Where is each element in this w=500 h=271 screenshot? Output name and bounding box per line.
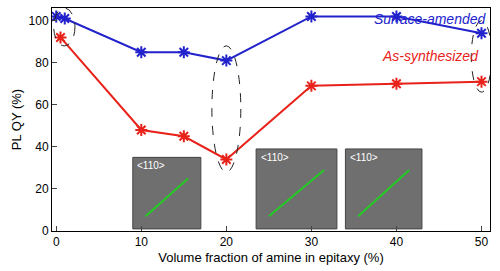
svg-text:30: 30 [305,235,319,249]
svg-text:<110>: <110> [350,152,378,163]
svg-text:50: 50 [475,235,489,249]
svg-text:40: 40 [390,235,404,249]
svg-text:80: 80 [35,56,49,70]
svg-text:<110>: <110> [137,160,165,171]
svg-text:<110>: <110> [261,152,289,163]
svg-text:Volume fraction of amine in ep: Volume fraction of amine in epitaxy (%) [158,250,383,265]
svg-text:100: 100 [29,14,49,28]
svg-text:0: 0 [42,224,49,238]
svg-text:20: 20 [35,182,49,196]
svg-text:20: 20 [220,235,234,249]
svg-text:60: 60 [35,98,49,112]
svg-text:10: 10 [135,235,149,249]
svg-text:40: 40 [35,140,49,154]
svg-text:PL QY (%): PL QY (%) [9,89,24,150]
svg-text:Surface-amended: Surface-amended [374,11,487,27]
svg-text:As-synthesized: As-synthesized [382,48,479,64]
svg-text:0: 0 [53,235,60,249]
